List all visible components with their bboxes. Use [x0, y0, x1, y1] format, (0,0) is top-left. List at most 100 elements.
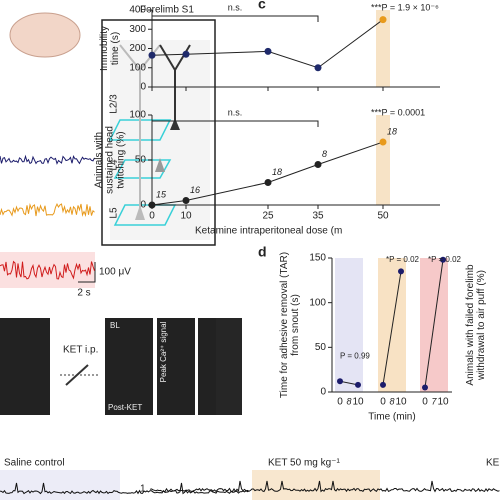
- y-axis-label: sustained head: [105, 126, 116, 194]
- y-tick-label: 50: [135, 155, 147, 166]
- y-tick-label: 150: [309, 253, 326, 264]
- layer-label: L4: [109, 159, 120, 171]
- x-tick-label: 10: [395, 397, 407, 408]
- y-tick-label: 50: [315, 342, 327, 353]
- neuron: [159, 44, 191, 125]
- mean-point: [182, 50, 190, 58]
- mean-point: [264, 179, 272, 186]
- x-tick-label: 25: [262, 211, 274, 222]
- pair-line: [382, 271, 402, 385]
- y-axis-label: Time for adhesive removal (TAR): [279, 252, 290, 398]
- x-axis-label: Time (min): [368, 412, 415, 423]
- highlight-band: [376, 10, 390, 87]
- layer-label: L2/3: [109, 94, 120, 114]
- image-tile: [157, 318, 195, 415]
- x-tick-label: 10: [352, 397, 364, 408]
- annotation: P = 0.99: [340, 351, 370, 360]
- mean-point: [148, 201, 156, 209]
- image-tile: [216, 318, 242, 415]
- tile-label: BL: [110, 321, 120, 330]
- group-band: [335, 258, 363, 392]
- condition-label: Saline control: [4, 458, 65, 469]
- mean-point: [264, 47, 272, 55]
- highlight-band: [376, 115, 390, 205]
- mean-point: [379, 138, 387, 146]
- y-axis-label: Animals with failed forelimb: [465, 264, 476, 386]
- mean-point: [379, 16, 387, 24]
- brain-drawing: [9, 12, 81, 58]
- image-tile: [0, 318, 50, 415]
- y-tick-label: 100: [129, 62, 146, 73]
- y-tick-label: 200: [129, 43, 146, 54]
- n-label: 15: [156, 189, 167, 199]
- layer-plane: [108, 119, 172, 141]
- soma: [155, 158, 165, 172]
- image-tile: [105, 318, 153, 415]
- mean-point: [314, 161, 322, 168]
- y-tick-label: 0: [140, 200, 146, 211]
- annotation: n.s.: [228, 2, 243, 12]
- annotation: ***P = 0.0001: [371, 107, 425, 117]
- y-tick-label: 400: [129, 5, 146, 16]
- mean-point: [380, 381, 386, 388]
- pair-line: [424, 259, 444, 388]
- pair-line: [339, 380, 359, 386]
- y-axis-label: from snout (s): [290, 294, 301, 356]
- x-tick-label: 0: [337, 397, 343, 408]
- y-tick-label: 100: [129, 110, 146, 121]
- trace: [149, 480, 500, 493]
- y-axis-label: Immobility: [99, 26, 110, 71]
- soma: [135, 205, 145, 220]
- condition-label: KE: [486, 458, 500, 469]
- trace: [0, 260, 95, 280]
- mean-point: [337, 378, 343, 385]
- annotation: n.s.: [228, 107, 243, 117]
- x-tick-label: 10: [180, 211, 192, 222]
- y-tick-label: 0: [140, 82, 146, 93]
- injection-label: KET i.p.: [63, 345, 98, 356]
- condition-bg: [252, 470, 380, 500]
- trace: [0, 482, 250, 495]
- n-label: 18: [272, 167, 282, 177]
- y-axis-label: time (s): [110, 32, 121, 65]
- n-label: 8: [389, 396, 394, 406]
- layer-plane: [113, 159, 172, 179]
- layer-label: L5: [109, 207, 120, 219]
- condition-label: KET 50 mg kg⁻¹: [268, 458, 340, 469]
- x-tick-label: 35: [312, 211, 324, 222]
- bracket: [151, 120, 319, 127]
- x-tick-label: 0: [422, 397, 428, 408]
- tile-label: Post-KET: [108, 403, 142, 412]
- trace-label: 1: [140, 484, 146, 495]
- n-label: 8: [322, 149, 327, 159]
- mean-point: [398, 268, 404, 275]
- trace: [0, 154, 95, 165]
- bracket: [151, 15, 319, 22]
- n-label: 16: [190, 185, 200, 195]
- condition-bg: [0, 470, 120, 500]
- y-tick-label: 300: [129, 24, 146, 35]
- annotation: ***P = 1.9 × 10⁻⁶: [371, 2, 439, 12]
- x-tick-label: 0: [149, 211, 155, 222]
- mean-point: [314, 64, 322, 72]
- cortex-box: [101, 19, 216, 246]
- syringe: [65, 364, 89, 386]
- soma: [170, 118, 180, 130]
- y-tick-label: 0: [320, 387, 326, 398]
- mean-point: [440, 256, 446, 263]
- x-tick-label: 50: [377, 211, 389, 222]
- x-tick-label: 0: [380, 397, 386, 408]
- scale-label: 100 μV: [99, 267, 131, 278]
- mean-point: [355, 381, 361, 388]
- mean-point: [182, 197, 190, 204]
- y-axis-label: twitching (%): [116, 131, 127, 188]
- scale-label: 2 s: [77, 288, 90, 299]
- x-axis-label: Ketamine intraperitoneal dose (m: [195, 226, 342, 237]
- y-tick-label: 100: [309, 297, 326, 308]
- panel-label: c: [258, 0, 266, 12]
- y-axis-label: withdrawal to air puff (%): [476, 270, 487, 381]
- n-label: 8: [346, 396, 351, 406]
- scale-bar: [78, 262, 96, 283]
- y-axis-label: Animals with: [94, 132, 105, 188]
